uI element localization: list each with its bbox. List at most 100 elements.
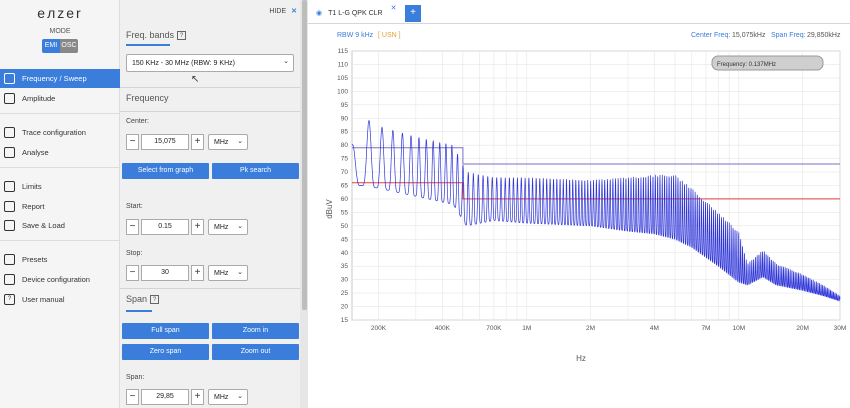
nav-item-label: Trace configuration xyxy=(22,128,86,137)
pk-search-button[interactable]: Pk search xyxy=(212,163,299,179)
nav-item-label: User manual xyxy=(22,295,65,304)
span-decrement-button[interactable]: − xyxy=(126,389,139,405)
nav-item-label: Presets xyxy=(22,255,48,264)
nav-item-frequency-sweep[interactable]: Frequency / Sweep xyxy=(0,69,120,88)
hide-label: HIDE xyxy=(269,8,287,15)
zoom-in-button[interactable]: Zoom in xyxy=(212,323,299,339)
stop-decrement-button[interactable]: − xyxy=(126,265,139,281)
y-tick-label: 25 xyxy=(341,290,349,297)
y-tick-label: 60 xyxy=(341,196,349,203)
y-tick-label: 115 xyxy=(338,48,349,55)
nav-divider xyxy=(0,240,120,241)
y-tick-label: 45 xyxy=(341,236,349,243)
zoom-out-button[interactable]: Zoom out xyxy=(212,344,299,360)
x-axis-label: Hz xyxy=(576,354,586,363)
section-divider xyxy=(120,87,300,88)
start-decrement-button[interactable]: − xyxy=(126,219,139,235)
marker-readout: Frequency: 0.137MHz xyxy=(717,62,776,68)
mode-emi-button[interactable]: EMI xyxy=(42,39,60,53)
select-from-graph-button[interactable]: Select from graph xyxy=(122,163,209,179)
help-icon[interactable]: ? xyxy=(150,295,160,304)
y-tick-label: 15 xyxy=(341,317,349,324)
add-tab-button[interactable]: + xyxy=(405,5,421,22)
nav-item-user-manual[interactable]: ? User manual xyxy=(0,290,120,309)
nav-item-label: Amplitude xyxy=(22,94,56,103)
nav-divider xyxy=(0,167,120,168)
span-input[interactable]: 29,85 xyxy=(141,389,189,405)
nav-item-save-load[interactable]: Save & Load xyxy=(0,216,120,235)
y-tick-label: 85 xyxy=(341,129,349,136)
y-tick-label: 65 xyxy=(341,183,349,190)
nav-item-analyse[interactable]: Analyse xyxy=(0,143,120,162)
rbw-tag: [ USN ] xyxy=(378,32,401,39)
freq-bands-select[interactable]: 150 KHz - 30 MHz (RBW: 9 KHz) ⌄ xyxy=(126,54,294,72)
x-tick-label: 1M xyxy=(522,325,531,332)
center-input[interactable]: 15,075 xyxy=(141,134,189,150)
y-tick-label: 100 xyxy=(337,88,348,95)
span-unit: MHz xyxy=(214,393,229,401)
center-increment-button[interactable]: + xyxy=(191,134,204,150)
panel-scrollbar-thumb[interactable] xyxy=(302,0,307,310)
nav-item-label: Limits xyxy=(22,182,42,191)
close-icon[interactable]: ✕ xyxy=(390,5,397,12)
mode-switch[interactable]: EMI OSC xyxy=(42,39,78,53)
amplitude-icon xyxy=(4,93,15,104)
start-unit-select[interactable]: MHz ⌄ xyxy=(208,219,248,235)
y-tick-label: 95 xyxy=(341,102,349,109)
y-tick-label: 55 xyxy=(341,209,349,216)
y-tick-label: 110 xyxy=(338,61,349,68)
nav-item-trace-configuration[interactable]: Trace configuration xyxy=(0,123,120,142)
spectrum-chart[interactable]: 15 20 25 30 35 40 45 50 55 60 65 70 75 80 85 90 95 100 105… xyxy=(308,24,850,408)
start-increment-button[interactable]: + xyxy=(191,219,204,235)
nav-item-presets[interactable]: Presets xyxy=(0,250,120,269)
close-icon[interactable]: ✕ xyxy=(291,8,297,15)
hide-panel-button[interactable]: HIDE ✕ xyxy=(269,7,297,15)
nav-item-label: Report xyxy=(22,202,45,211)
help-icon[interactable]: ? xyxy=(177,31,187,40)
center-freq-value: 15,075kHz xyxy=(732,32,766,39)
eye-icon[interactable]: ◉ xyxy=(316,10,323,17)
nav-item-report[interactable]: Report xyxy=(0,197,120,216)
span-unit-select[interactable]: MHz ⌄ xyxy=(208,389,248,405)
y-tick-label: 30 xyxy=(341,277,349,284)
trace-icon xyxy=(4,127,15,138)
marker-readout-box xyxy=(711,55,824,71)
stop-unit: MHz xyxy=(214,269,229,277)
main-area: ◉ T1 L-G QPK CLR ✕ + 15 20 25 30 35 40 45 50 55 60 6… xyxy=(308,0,850,408)
full-span-button[interactable]: Full span xyxy=(122,323,209,339)
y-tick-label: 80 xyxy=(341,142,349,149)
freq-bands-title: Freq. bands? xyxy=(126,30,187,40)
main-nav: eлzer MODE EMI OSC Frequency / Sweep Amp… xyxy=(0,0,120,408)
y-tick-label: 105 xyxy=(337,75,348,82)
span-title-text: Span xyxy=(126,294,148,304)
chevron-down-icon: ⌄ xyxy=(237,269,243,276)
limit-avg-line xyxy=(352,182,840,200)
freq-bands-selected: 150 KHz - 30 MHz (RBW: 9 KHz) xyxy=(132,59,235,67)
x-tick-label: 10M xyxy=(732,325,745,332)
analyse-icon xyxy=(4,147,15,158)
center-unit-select[interactable]: MHz ⌄ xyxy=(208,134,248,150)
nav-item-device-configuration[interactable]: Device configuration xyxy=(0,270,120,289)
tab-bar: ◉ T1 L-G QPK CLR ✕ + xyxy=(308,0,850,24)
nav-divider xyxy=(0,113,120,114)
stop-increment-button[interactable]: + xyxy=(191,265,204,281)
center-decrement-button[interactable]: − xyxy=(126,134,139,150)
start-label: Start: xyxy=(126,203,143,210)
mouse-cursor-icon: ↖ xyxy=(191,74,200,85)
spectrum-svg: 15 20 25 30 35 40 45 50 55 60 65 70 75 80 85 90 95 100 105… xyxy=(325,32,846,363)
tab-t1[interactable]: ◉ T1 L-G QPK CLR ✕ xyxy=(316,5,400,22)
stop-input[interactable]: 30 xyxy=(141,265,189,281)
span-increment-button[interactable]: + xyxy=(191,389,204,405)
chevron-down-icon: ⌄ xyxy=(283,58,289,65)
mode-osc-button[interactable]: OSC xyxy=(60,39,78,53)
section-underline xyxy=(126,44,170,46)
y-tick-label: 20 xyxy=(341,304,349,311)
app-logo: eлzer xyxy=(37,5,83,21)
nav-item-limits[interactable]: Limits xyxy=(0,177,120,196)
limit-qp-line xyxy=(352,147,840,165)
nav-item-amplitude[interactable]: Amplitude xyxy=(0,89,120,108)
stop-unit-select[interactable]: MHz ⌄ xyxy=(208,265,248,281)
save-icon xyxy=(4,220,15,231)
start-input[interactable]: 0.15 xyxy=(141,219,189,235)
zero-span-button[interactable]: Zero span xyxy=(122,344,209,360)
